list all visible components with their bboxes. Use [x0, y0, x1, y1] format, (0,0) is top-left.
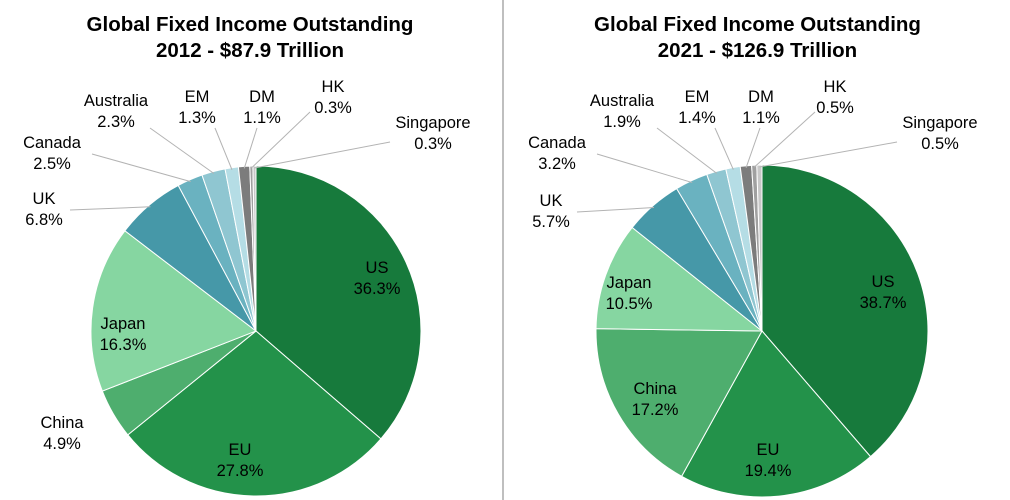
- slice-value-australia: 2.3%: [97, 113, 135, 131]
- slice-value-singapore: 0.3%: [414, 135, 452, 153]
- pie-slice-us: [255, 165, 422, 440]
- slice-value-dm: 1.1%: [243, 109, 281, 127]
- slice-label-china: China: [633, 380, 677, 398]
- pie-slice-eu: [680, 330, 872, 498]
- slice-label-singapore: Singapore: [902, 114, 977, 132]
- slice-label-em: EM: [185, 88, 210, 106]
- chart-title: Global Fixed Income Outstanding 2021 - $…: [505, 12, 1010, 64]
- pie-slice-japan: [90, 230, 258, 392]
- leader-line-em: [714, 127, 734, 170]
- slice-value-canada: 2.5%: [33, 155, 71, 173]
- leader-line-canada: [596, 153, 693, 184]
- slice-label-singapore: Singapore: [395, 114, 470, 132]
- pie-slices: [90, 165, 422, 497]
- leader-line-dm: [745, 127, 761, 168]
- slice-value-em: 1.4%: [678, 109, 716, 127]
- leader-line-hk: [251, 111, 311, 169]
- leader-line-australia: [656, 127, 718, 174]
- slice-value-china: 17.2%: [632, 401, 679, 419]
- pie-slice-us: [761, 164, 929, 458]
- slice-value-japan: 10.5%: [606, 295, 653, 313]
- slice-labels: US 36.3% EU 27.8% China 4.9% Japan 16.3% UK 6.8% C…: [23, 78, 471, 480]
- slice-value-us: 36.3%: [354, 280, 401, 298]
- slice-label-china: China: [40, 414, 84, 432]
- slice-label-japan: Japan: [101, 315, 146, 333]
- slice-value-singapore: 0.5%: [921, 135, 959, 153]
- slice-label-canada: Canada: [528, 134, 587, 152]
- pie-slice-japan: [595, 226, 764, 332]
- slice-value-uk: 5.7%: [532, 213, 570, 231]
- slice-value-us: 38.7%: [860, 294, 907, 312]
- leader-line-singapore: [254, 141, 391, 169]
- slice-value-canada: 3.2%: [538, 155, 576, 173]
- slice-label-uk: UK: [33, 190, 56, 208]
- pie-slice-china: [595, 328, 763, 477]
- slice-value-australia: 1.9%: [603, 113, 641, 131]
- leader-line-hk: [753, 111, 816, 168]
- slice-label-us: US: [872, 273, 895, 291]
- slice-value-hk: 0.5%: [816, 99, 854, 117]
- slice-value-china: 4.9%: [43, 435, 81, 453]
- panel-divider: [502, 0, 504, 500]
- slice-label-us: US: [366, 259, 389, 277]
- leader-line-uk: [576, 207, 655, 213]
- leader-line-singapore: [759, 141, 898, 168]
- chart-2012: Global Fixed Income Outstanding 2012 - $…: [0, 0, 500, 500]
- chart-title-main: Global Fixed Income Outstanding: [86, 13, 414, 36]
- slice-label-dm: DM: [748, 88, 774, 106]
- leader-line-canada: [91, 153, 191, 183]
- slice-value-em: 1.3%: [178, 109, 216, 127]
- slice-label-canada: Canada: [23, 134, 82, 152]
- chart-title: Global Fixed Income Outstanding 2012 - $…: [0, 12, 500, 64]
- chart-subtitle: 2021 - $126.9 Trillion: [657, 39, 858, 62]
- slice-label-uk: UK: [540, 192, 563, 210]
- slice-label-hk: HK: [824, 78, 847, 96]
- slice-label-hk: HK: [322, 78, 345, 96]
- leader-line-dm: [243, 127, 258, 169]
- leader-lines: [69, 111, 391, 211]
- slice-label-japan: Japan: [607, 274, 652, 292]
- slice-value-eu: 19.4%: [745, 462, 792, 480]
- slice-label-australia: Australia: [590, 92, 655, 110]
- pie-chart-2021: US 38.7% EU 19.4% China 17.2% Japan 10.5% UK 5.7%…: [528, 78, 978, 498]
- chart-title-main: Global Fixed Income Outstanding: [594, 13, 921, 36]
- chart-subtitle: 2012 - $87.9 Trillion: [155, 39, 344, 62]
- leader-line-uk: [69, 206, 151, 211]
- slice-value-japan: 16.3%: [100, 336, 147, 354]
- slice-value-eu: 27.8%: [217, 462, 264, 480]
- slice-value-dm: 1.1%: [742, 109, 780, 127]
- slice-label-dm: DM: [249, 88, 275, 106]
- slice-value-uk: 6.8%: [25, 211, 63, 229]
- pie-slice-eu: [127, 330, 382, 497]
- chart-2021: Global Fixed Income Outstanding 2021 - $…: [505, 0, 1010, 500]
- pie-chart-2012: US 36.3% EU 27.8% China 4.9% Japan 16.3% UK 6.8% C…: [23, 78, 471, 497]
- leader-line-em: [214, 127, 233, 170]
- slice-label-eu: EU: [229, 441, 252, 459]
- leader-lines: [576, 111, 898, 213]
- slice-value-hk: 0.3%: [314, 99, 352, 117]
- slice-label-australia: Australia: [84, 92, 149, 110]
- slice-labels: US 38.7% EU 19.4% China 17.2% Japan 10.5% UK 5.7%…: [528, 78, 978, 480]
- leader-line-australia: [149, 127, 215, 174]
- slice-label-em: EM: [685, 88, 710, 106]
- pie-slices: [595, 164, 929, 498]
- slice-label-eu: EU: [757, 441, 780, 459]
